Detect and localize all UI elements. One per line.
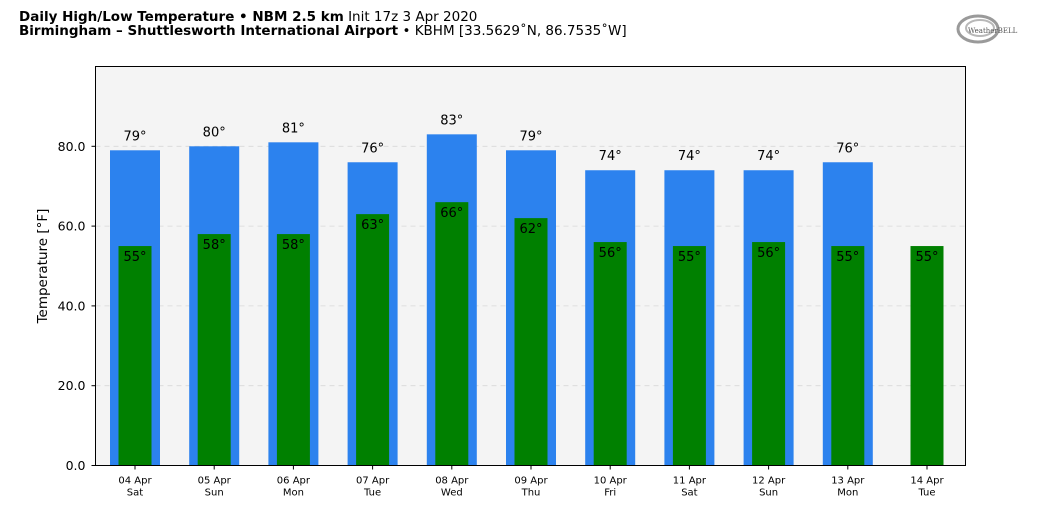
logo-text: WeatherBELL	[968, 27, 1018, 35]
x-tick-date: 09 Apr	[514, 476, 548, 487]
chart-title: Daily High/Low Temperature • NBM 2.5 km …	[19, 9, 477, 25]
low-temp-label: 55°	[915, 250, 938, 265]
y-tick-label: 0.0	[66, 458, 86, 473]
x-tick-day: Sun	[759, 488, 778, 499]
low-temp-bar	[910, 246, 944, 466]
low-temp-bar	[197, 234, 231, 466]
high-temp-label: 74°	[678, 149, 701, 164]
title-main: Daily High/Low Temperature • NBM 2.5 km	[19, 9, 344, 25]
low-temp-bar	[752, 242, 786, 466]
low-temp-label: 58°	[282, 238, 305, 253]
low-temp-label: 55°	[678, 250, 701, 265]
x-tick-date: 12 Apr	[752, 476, 786, 487]
high-temp-label: 83°	[440, 113, 463, 128]
low-temp-bar	[831, 246, 865, 466]
x-tick-day: Fri	[604, 488, 616, 499]
low-temp-label: 66°	[440, 206, 463, 221]
location-name: Birmingham – Shuttlesworth International…	[19, 23, 399, 39]
x-tick-day: Mon	[283, 488, 304, 499]
low-temp-bar	[276, 234, 310, 466]
high-temp-label: 74°	[757, 149, 780, 164]
x-tick-day: Thu	[521, 488, 541, 499]
low-temp-label: 62°	[519, 222, 542, 237]
high-temp-label: 81°	[282, 121, 305, 136]
y-axis-label: Temperature [°F]	[35, 209, 51, 325]
high-temp-label: 79°	[519, 129, 542, 144]
low-temp-label: 63°	[361, 218, 384, 233]
x-tick-day: Wed	[441, 488, 463, 499]
init-time: Init 17z 3 Apr 2020	[348, 9, 478, 25]
x-tick-day: Sat	[681, 488, 697, 499]
low-temp-bar	[672, 246, 706, 466]
y-tick-label: 80.0	[58, 139, 86, 154]
x-tick-day: Sat	[127, 488, 143, 499]
x-tick-date: 11 Apr	[673, 476, 707, 487]
x-tick-date: 06 Apr	[277, 476, 311, 487]
y-tick-label: 20.0	[58, 378, 86, 393]
x-tick-date: 14 Apr	[910, 476, 944, 487]
low-temp-bar	[435, 202, 469, 466]
high-temp-label: 80°	[203, 125, 226, 140]
low-temp-label: 56°	[599, 246, 622, 261]
low-temp-bar	[118, 246, 152, 466]
weatherbell-logo: WeatherBELL	[956, 14, 1018, 44]
y-tick-label: 60.0	[58, 219, 86, 234]
y-tick-label: 40.0	[58, 298, 86, 313]
high-temp-label: 76°	[836, 141, 859, 156]
low-temp-bar	[356, 214, 390, 466]
x-tick-day: Tue	[917, 488, 935, 499]
x-tick-date: 08 Apr	[435, 476, 469, 487]
x-tick-day: Tue	[363, 488, 381, 499]
low-temp-bar	[514, 218, 548, 466]
x-tick-date: 04 Apr	[118, 476, 152, 487]
low-temp-bar	[593, 242, 627, 466]
high-temp-label: 79°	[123, 129, 146, 144]
x-tick-date: 05 Apr	[198, 476, 232, 487]
x-tick-day: Sun	[205, 488, 224, 499]
low-temp-label: 58°	[203, 238, 226, 253]
x-tick-date: 07 Apr	[356, 476, 390, 487]
low-temp-label: 56°	[757, 246, 780, 261]
low-temp-label: 55°	[123, 250, 146, 265]
station-info: • KBHM [33.5629˚N, 86.7535˚W]	[402, 23, 627, 39]
high-temp-label: 76°	[361, 141, 384, 156]
low-temp-label: 55°	[836, 250, 859, 265]
x-tick-date: 13 Apr	[831, 476, 865, 487]
chart-subtitle: Birmingham – Shuttlesworth International…	[19, 23, 627, 39]
x-tick-date: 10 Apr	[594, 476, 628, 487]
high-temp-label: 74°	[599, 149, 622, 164]
x-tick-day: Mon	[837, 488, 858, 499]
